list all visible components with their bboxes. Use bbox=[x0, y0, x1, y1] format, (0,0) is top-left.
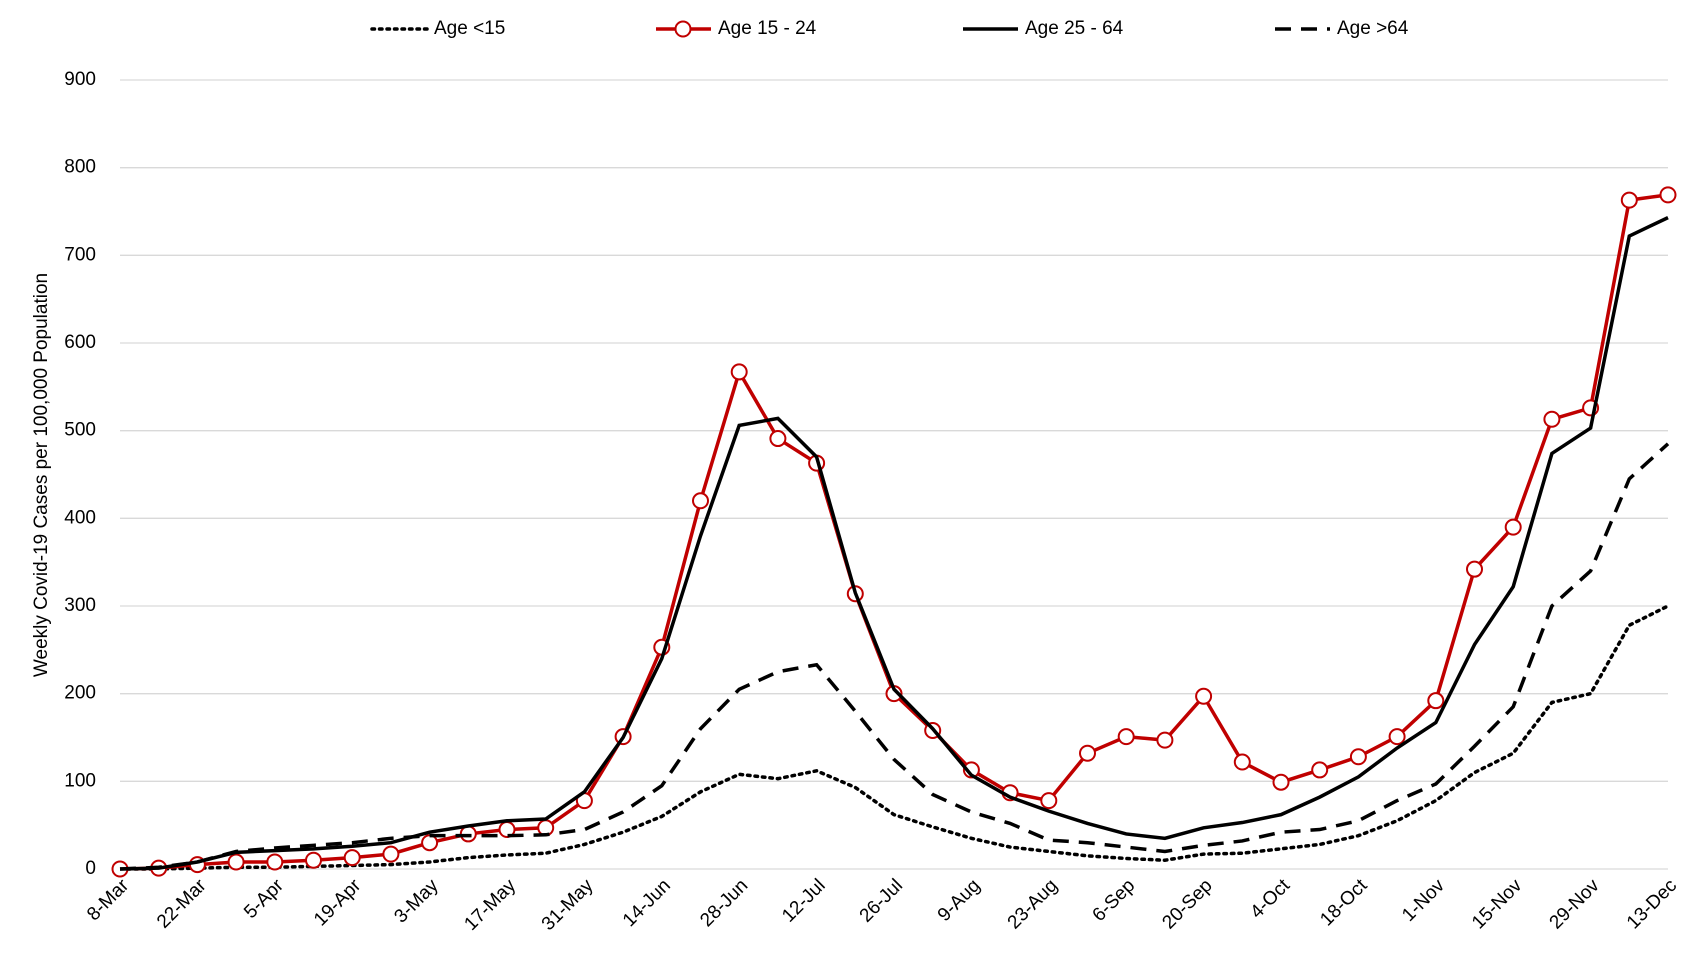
x-tick-label: 5-Apr bbox=[240, 875, 288, 923]
x-tick-label: 19-Apr bbox=[310, 875, 366, 931]
data-point bbox=[1543, 410, 1561, 428]
data-point bbox=[1349, 748, 1367, 766]
data-point bbox=[1079, 744, 1096, 762]
x-tick-label: 18-Oct bbox=[1316, 875, 1372, 931]
legend-marker bbox=[674, 20, 692, 38]
data-point bbox=[459, 825, 477, 843]
data-point bbox=[227, 853, 245, 871]
legend-label: Age >64 bbox=[1337, 18, 1409, 39]
data-point bbox=[962, 761, 980, 779]
y-tick-label: 700 bbox=[64, 244, 96, 265]
x-tick-label: 23-Aug bbox=[1004, 875, 1062, 933]
x-tick-label: 20-Sep bbox=[1159, 875, 1217, 933]
x-tick-label: 29-Nov bbox=[1546, 875, 1605, 934]
x-tick-label: 4-Oct bbox=[1246, 875, 1294, 923]
x-tick-label: 9-Aug bbox=[934, 875, 985, 926]
series-line bbox=[119, 216, 1669, 871]
y-tick-label: 600 bbox=[64, 332, 96, 353]
y-tick-label: 900 bbox=[64, 69, 96, 90]
data-point bbox=[1040, 792, 1058, 810]
y-tick-label: 300 bbox=[64, 595, 96, 616]
x-tick-label: 13-Dec bbox=[1623, 875, 1681, 933]
data-point bbox=[1156, 731, 1174, 749]
series-line bbox=[119, 442, 1670, 871]
x-tick-label: 3-May bbox=[390, 875, 443, 928]
data-point bbox=[1233, 753, 1251, 771]
legend-label: Age 15 - 24 bbox=[718, 18, 817, 39]
x-tick-label: 22-Mar bbox=[153, 875, 211, 933]
data-point bbox=[1311, 761, 1329, 779]
data-point bbox=[1620, 191, 1638, 209]
x-tick-label: 15-Nov bbox=[1468, 875, 1527, 934]
x-tick-label: 1-Nov bbox=[1398, 875, 1449, 926]
data-point bbox=[1195, 687, 1213, 705]
data-point bbox=[1504, 518, 1522, 536]
data-point bbox=[1117, 728, 1135, 746]
data-point bbox=[1427, 692, 1445, 710]
data-point bbox=[1659, 186, 1677, 204]
data-point bbox=[1388, 728, 1406, 746]
x-tick-label: 28-Jun bbox=[696, 875, 752, 931]
y-tick-label: 800 bbox=[64, 157, 96, 178]
data-point bbox=[692, 492, 709, 510]
x-tick-label: 31-May bbox=[538, 875, 598, 935]
x-tick-label: 6-Sep bbox=[1089, 875, 1140, 926]
data-point bbox=[421, 834, 439, 852]
x-tick-label: 12-Jul bbox=[778, 875, 829, 926]
y-tick-label: 400 bbox=[64, 507, 96, 528]
x-tick-label: 14-Jun bbox=[619, 875, 675, 931]
y-tick-label: 100 bbox=[64, 770, 96, 791]
legend-label: Age 25 - 64 bbox=[1025, 18, 1124, 39]
data-point bbox=[1466, 560, 1483, 578]
x-tick-label: 17-May bbox=[460, 875, 520, 935]
y-tick-label: 200 bbox=[64, 683, 96, 704]
y-axis-label: Weekly Covid-19 Cases per 100,000 Popula… bbox=[31, 273, 52, 677]
data-point bbox=[305, 851, 322, 869]
legend-label: Age <15 bbox=[434, 18, 505, 39]
data-point bbox=[382, 845, 400, 863]
series-line bbox=[119, 193, 1669, 871]
y-tick-label: 0 bbox=[85, 858, 96, 879]
data-point bbox=[343, 849, 361, 867]
data-point bbox=[769, 430, 787, 448]
data-point bbox=[1272, 773, 1290, 791]
x-tick-label: 8-Mar bbox=[83, 875, 133, 925]
data-point bbox=[266, 853, 284, 871]
data-point bbox=[730, 363, 748, 381]
series-line bbox=[118, 604, 1670, 871]
x-tick-label: 26-Jul bbox=[856, 875, 907, 926]
y-tick-label: 500 bbox=[64, 420, 96, 441]
